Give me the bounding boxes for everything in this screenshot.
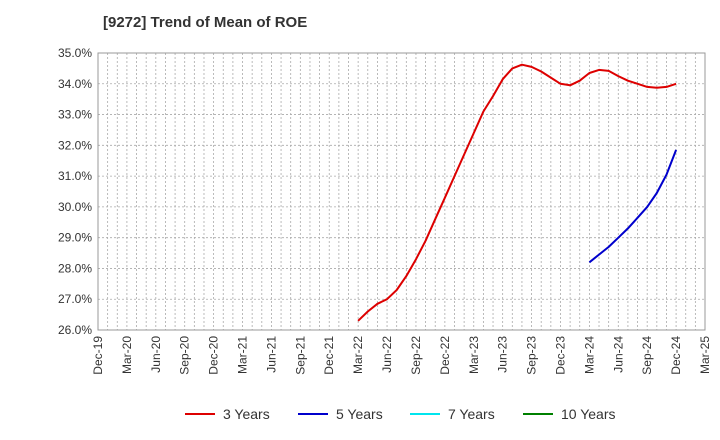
y-axis-ticks: 26.0% 27.0% 28.0% 29.0% 30.0% 31.0% 32.0% 33.0%… bbox=[58, 46, 92, 337]
series-line-3-years bbox=[357, 63, 677, 322]
x-tick-label: Dec-22 bbox=[438, 336, 452, 375]
x-axis-ticks: Dec-19 Mar-20 Jun-20 Sep-20 Dec-20 Mar-21 Jun-… bbox=[91, 336, 712, 375]
plot-frame bbox=[97, 52, 706, 331]
chart-title: [9272] Trend of Mean of ROE bbox=[103, 14, 308, 31]
x-tick-label: Jun-24 bbox=[611, 336, 625, 373]
y-tick-label: 31.0% bbox=[58, 169, 92, 183]
x-tick-label: Dec-19 bbox=[91, 336, 105, 375]
legend-label-5-years: 5 Years bbox=[336, 406, 383, 422]
x-tick-label: Sep-23 bbox=[525, 336, 539, 375]
y-tick-label: 26.0% bbox=[58, 323, 92, 337]
legend: 3 Years 5 Years 7 Years 10 Years bbox=[185, 406, 616, 422]
x-tick-label: Mar-23 bbox=[467, 336, 481, 374]
x-tick-label: Dec-20 bbox=[207, 336, 221, 375]
x-tick-label: Mar-22 bbox=[351, 336, 365, 374]
y-tick-label: 35.0% bbox=[58, 46, 92, 60]
grid bbox=[98, 53, 705, 330]
series-lines bbox=[357, 63, 678, 322]
y-tick-label: 32.0% bbox=[58, 138, 92, 152]
legend-label-10-years: 10 Years bbox=[561, 406, 616, 422]
x-tick-label: Sep-20 bbox=[178, 336, 192, 375]
x-tick-label: Dec-21 bbox=[322, 336, 336, 375]
y-tick-label: 33.0% bbox=[58, 108, 92, 122]
y-tick-label: 27.0% bbox=[58, 292, 92, 306]
legend-label-7-years: 7 Years bbox=[448, 406, 495, 422]
y-tick-label: 34.0% bbox=[58, 77, 92, 91]
x-tick-label: Mar-20 bbox=[120, 336, 134, 374]
x-tick-label: Sep-22 bbox=[409, 336, 423, 375]
x-tick-label: Jun-20 bbox=[149, 336, 163, 373]
y-tick-label: 29.0% bbox=[58, 231, 92, 245]
x-tick-label: Dec-24 bbox=[669, 336, 683, 375]
y-tick-label: 28.0% bbox=[58, 261, 92, 275]
x-tick-label: Sep-24 bbox=[640, 336, 654, 375]
x-tick-label: Jun-22 bbox=[380, 336, 394, 373]
x-tick-label: Mar-25 bbox=[698, 336, 712, 374]
y-tick-label: 30.0% bbox=[58, 200, 92, 214]
series-line-5-years bbox=[588, 149, 678, 264]
x-tick-label: Dec-23 bbox=[553, 336, 567, 375]
x-tick-label: Sep-21 bbox=[293, 336, 307, 375]
x-tick-label: Jun-23 bbox=[496, 336, 510, 373]
legend-label-3-years: 3 Years bbox=[223, 406, 270, 422]
x-tick-label: Mar-21 bbox=[236, 336, 250, 374]
x-tick-label: Mar-24 bbox=[582, 336, 596, 374]
x-tick-label: Jun-21 bbox=[264, 336, 278, 373]
